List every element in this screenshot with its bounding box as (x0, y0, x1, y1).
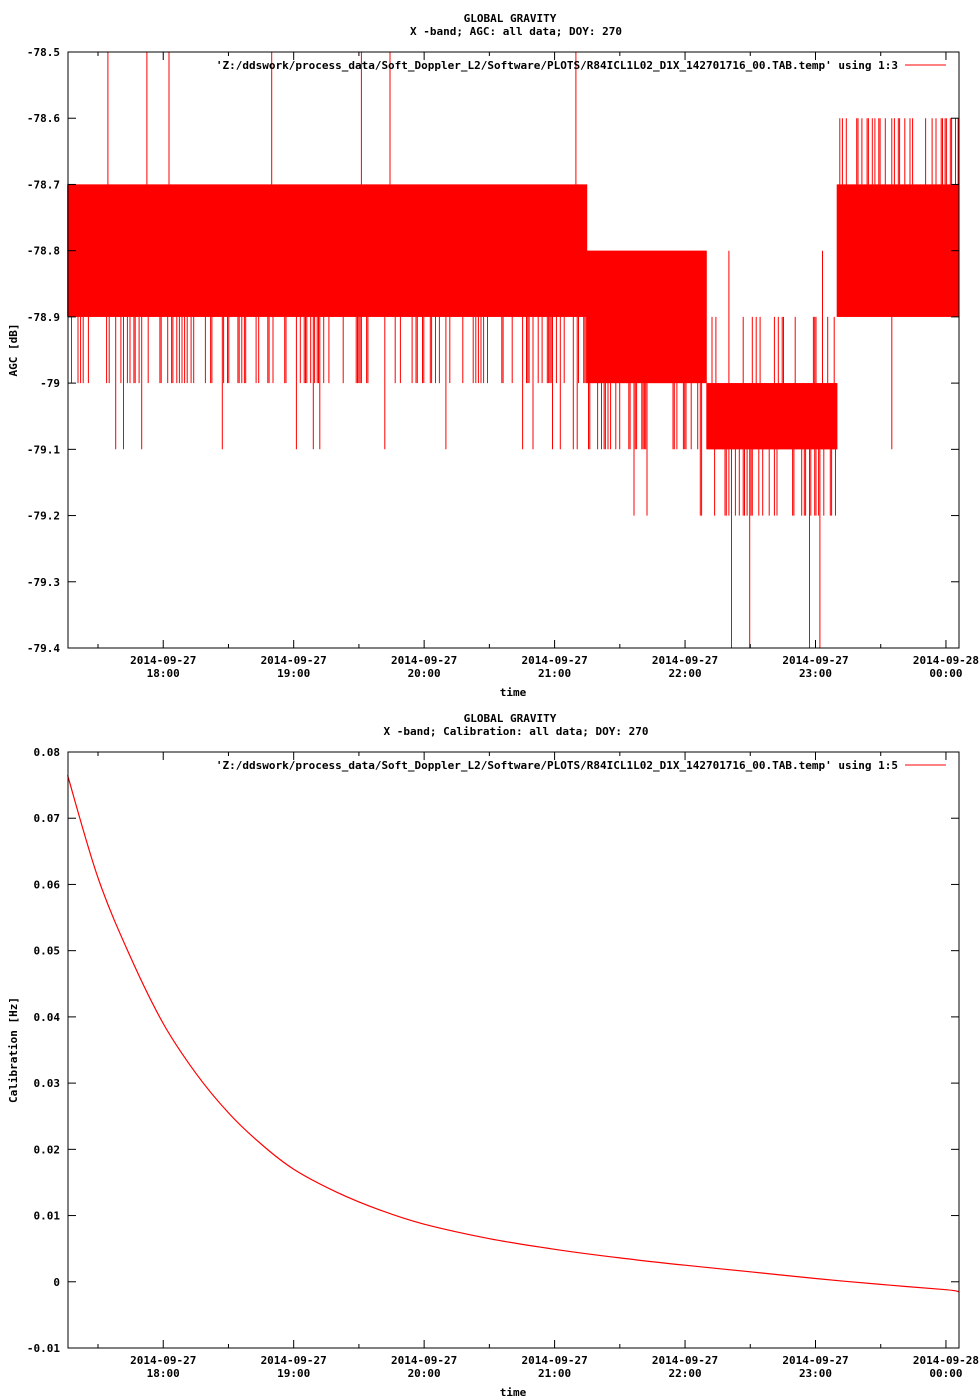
chart-title: GLOBAL GRAVITY (464, 12, 557, 25)
y-ticks: -78.5 -78.6 -78.7 -78.8 -78.9 -79 -79.1 -79.2 -7… (27, 46, 959, 655)
y-ticks: 0.08 0.07 0.06 0.05 0.04 0.03 0.02 0.01 0 -0.01 (27, 746, 959, 1355)
x-tick-date: 2014-09-27 (652, 1354, 718, 1367)
y-tick-label: -78.7 (27, 178, 60, 191)
y-tick-label: -79.1 (27, 443, 60, 456)
y-tick-label: 0.08 (34, 746, 61, 759)
x-tick-time: 20:00 (408, 1367, 441, 1380)
x-tick-date: 2014-09-27 (521, 654, 587, 667)
x-tick-date: 2014-09-27 (521, 1354, 587, 1367)
y-tick-label: -79.3 (27, 576, 60, 589)
x-tick-date: 2014-09-27 (782, 1354, 848, 1367)
legend-label: 'Z:/ddswork/process_data/Soft_Doppler_L2… (216, 59, 898, 72)
y-tick-label: -79 (40, 377, 60, 390)
y-tick-label: 0.04 (34, 1011, 61, 1024)
agc-series-line (836, 118, 959, 450)
x-tick-date: 2014-09-27 (130, 654, 196, 667)
chart-title: GLOBAL GRAVITY (464, 712, 557, 725)
y-tick-label: 0.03 (34, 1077, 61, 1090)
x-axis-label: time (500, 686, 527, 699)
agc-series-line (586, 250, 706, 516)
x-tick-date: 2014-09-28 (913, 654, 979, 667)
x-ticks: 2014-09-2718:002014-09-2719:002014-09-27… (97, 752, 979, 1380)
y-tick-label: -79.2 (27, 510, 60, 523)
x-tick-date: 2014-09-28 (913, 1354, 979, 1367)
y-tick-label: 0 (53, 1276, 60, 1289)
x-tick-time: 23:00 (799, 667, 832, 680)
x-tick-date: 2014-09-27 (261, 654, 327, 667)
plot-frame (67, 51, 960, 649)
x-tick-time: 19:00 (277, 1367, 310, 1380)
calibration-series-line (67, 775, 960, 1293)
y-tick-label: 0.05 (34, 945, 61, 958)
y-tick-label: -0.01 (27, 1342, 60, 1355)
y-tick-label: -78.8 (27, 245, 60, 258)
x-tick-time: 22:00 (668, 1367, 701, 1380)
x-tick-time: 18:00 (147, 667, 180, 680)
x-tick-date: 2014-09-27 (391, 1354, 457, 1367)
y-tick-label: -78.9 (27, 311, 60, 324)
agc-series-line (706, 250, 838, 648)
y-tick-label: 0.07 (34, 812, 61, 825)
x-tick-time: 22:00 (668, 667, 701, 680)
x-tick-time: 20:00 (408, 667, 441, 680)
calibration-plot: GLOBAL GRAVITY X -band; Calibration: all… (7, 712, 979, 1399)
x-tick-date: 2014-09-27 (782, 654, 848, 667)
x-tick-date: 2014-09-27 (261, 1354, 327, 1367)
chart-subtitle: X -band; AGC: all data; DOY: 270 (410, 25, 622, 38)
series-layer (67, 52, 959, 648)
x-tick-time: 21:00 (538, 667, 571, 680)
agc-plot: GLOBAL GRAVITY X -band; AGC: all data; D… (7, 12, 979, 699)
y-tick-label: -78.5 (27, 46, 60, 59)
chart-subtitle: X -band; Calibration: all data; DOY: 270 (384, 725, 649, 738)
y-tick-label: 0.01 (34, 1210, 61, 1223)
y-tick-label: -79.4 (27, 642, 60, 655)
x-tick-time: 00:00 (929, 1367, 962, 1380)
y-axis-label: Calibration [Hz] (7, 997, 20, 1103)
x-tick-time: 18:00 (147, 1367, 180, 1380)
y-tick-label: 0.02 (34, 1143, 61, 1156)
x-tick-date: 2014-09-27 (130, 1354, 196, 1367)
legend-label: 'Z:/ddswork/process_data/Soft_Doppler_L2… (216, 759, 898, 772)
x-tick-time: 00:00 (929, 667, 962, 680)
x-tick-time: 21:00 (538, 1367, 571, 1380)
x-tick-date: 2014-09-27 (391, 654, 457, 667)
plot-frame (67, 751, 960, 1349)
series-layer (67, 775, 960, 1293)
x-tick-date: 2014-09-27 (652, 654, 718, 667)
x-tick-time: 19:00 (277, 667, 310, 680)
x-ticks: 2014-09-2718:002014-09-2719:002014-09-27… (97, 52, 979, 680)
y-axis-label: AGC [dB] (7, 324, 20, 377)
y-tick-label: -78.6 (27, 112, 60, 125)
x-tick-time: 23:00 (799, 1367, 832, 1380)
x-axis-label: time (500, 1386, 527, 1399)
y-tick-label: 0.06 (34, 878, 61, 891)
